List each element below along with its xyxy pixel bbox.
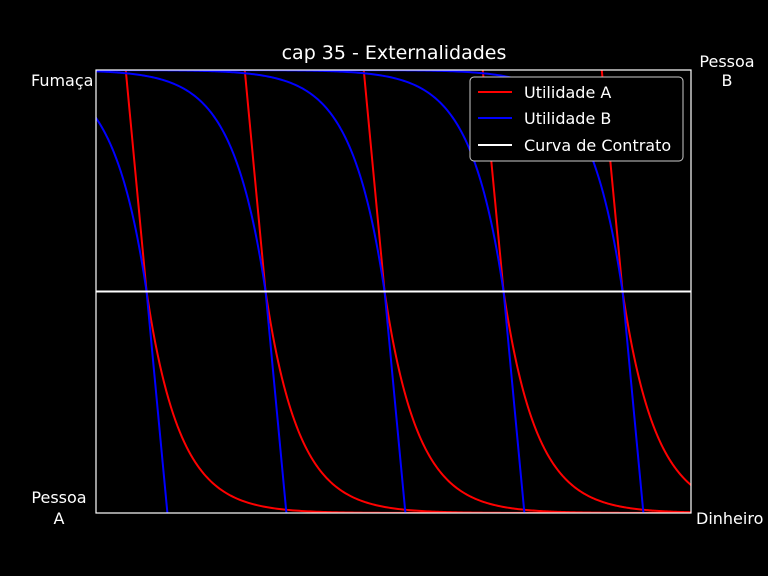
legend-label-utilidade-b: Utilidade B [524, 109, 611, 128]
corner-label-top-left: Fumaça [31, 71, 93, 90]
legend-label-curva-de-contrato: Curva de Contrato [524, 136, 671, 155]
corner-label-top-right-line1: Pessoa [699, 52, 754, 71]
chart-title: cap 35 - Externalidades [282, 42, 507, 64]
utilidade-b-curve-3 [96, 70, 407, 513]
corner-label-bottom-right: Dinheiro [696, 509, 763, 528]
utilidade-b-curve-1 [96, 116, 169, 513]
corner-label-bottom-left-line2: A [54, 509, 65, 528]
utilidade-a-curve-3 [362, 70, 691, 513]
legend-label-utilidade-a: Utilidade A [524, 83, 611, 102]
legend: Utilidade A Utilidade B Curva de Contrat… [469, 76, 684, 162]
utilidade-a-curve-4 [481, 70, 691, 513]
corner-label-bottom-left-line1: Pessoa [31, 488, 86, 507]
corner-label-top-right-line2: B [722, 71, 733, 90]
utilidade-a-curve-5 [600, 70, 691, 487]
plot-frame [95, 69, 692, 514]
legend-box [469, 76, 684, 162]
utilidade-b-curve-2 [96, 70, 288, 513]
